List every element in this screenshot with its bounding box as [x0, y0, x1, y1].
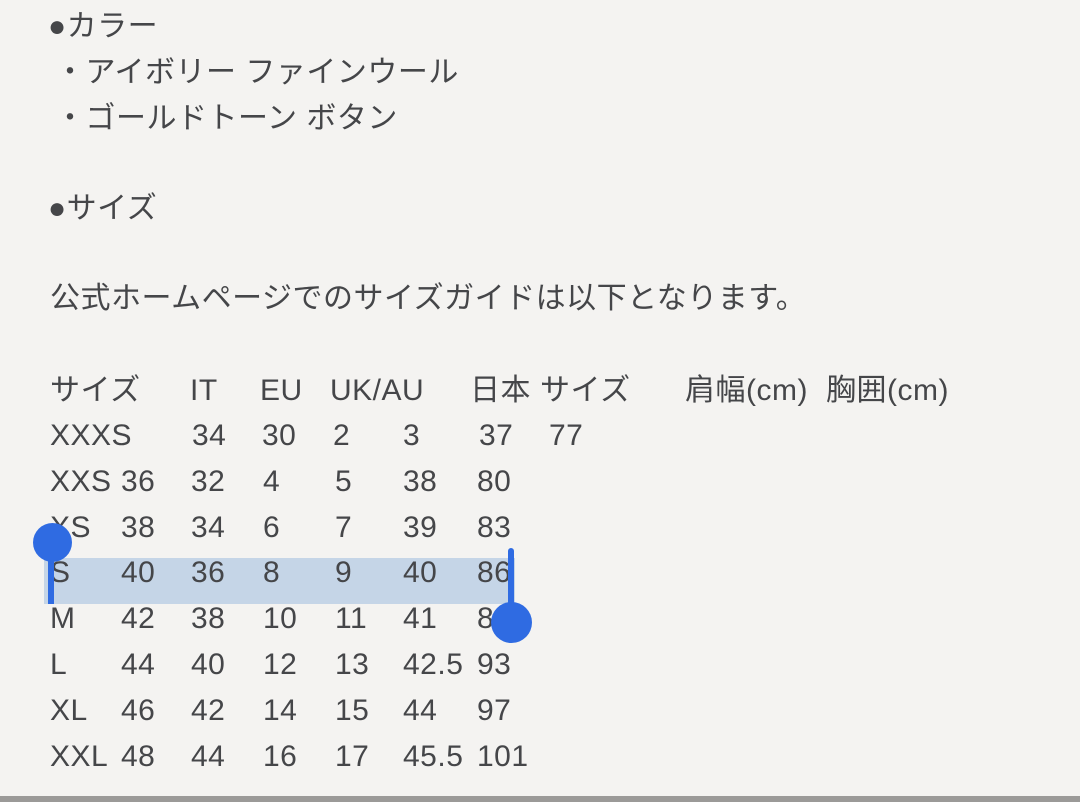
size-table-header-cell: サイズ	[540, 374, 631, 407]
size-table-row-label: S	[50, 556, 71, 589]
size-table-cell: 41	[403, 602, 438, 635]
color-item-ivory: ・アイボリー ファインウール	[55, 56, 459, 89]
size-table-header-cell: EU	[260, 374, 303, 407]
size-table-cell: 38	[191, 602, 226, 635]
size-table-row-label: XL	[50, 694, 88, 727]
size-table-cell: 42	[121, 602, 156, 635]
size-table-cell: 36	[121, 465, 156, 498]
size-table-cell: 83	[477, 511, 512, 544]
page-bottom-divider	[0, 796, 1080, 802]
size-table-cell: 101	[477, 740, 529, 773]
size-table-cell: 14	[263, 694, 298, 727]
size-table-cell: 16	[263, 740, 298, 773]
size-table-cell: 34	[192, 419, 227, 452]
size-table-row-label: XXL	[50, 740, 109, 773]
size-table-cell: 44	[191, 740, 226, 773]
size-table-header-cell: UK/AU	[330, 374, 425, 407]
size-table-cell: 77	[549, 419, 584, 452]
selection-end-caret	[508, 548, 514, 604]
size-table-cell: 44	[403, 694, 438, 727]
size-table-cell: 80	[477, 465, 512, 498]
size-table-header-cell: 日本	[470, 374, 531, 407]
size-table-header-cell: 胸囲(cm)	[826, 374, 949, 407]
size-table-cell: 93	[477, 648, 512, 681]
size-table-cell: 13	[335, 648, 370, 681]
size-guide-intro: 公式ホームページでのサイズガイドは以下となります。	[50, 282, 807, 315]
size-table-cell: 40	[191, 648, 226, 681]
selection-start-handle[interactable]	[33, 523, 72, 562]
size-table-cell: 39	[403, 511, 438, 544]
size-table-cell: 3	[403, 419, 421, 452]
size-table-cell: 6	[263, 511, 281, 544]
size-table-cell: 7	[335, 511, 353, 544]
size-table-cell: 38	[121, 511, 156, 544]
size-table-cell: 97	[477, 694, 512, 727]
color-item-goldtone: ・ゴールドトーン ボタン	[55, 102, 398, 135]
size-table-cell: 86	[477, 556, 512, 589]
color-section-heading: ●カラー	[48, 10, 159, 43]
size-table-cell: 44	[121, 648, 156, 681]
size-section-heading: ●サイズ	[48, 192, 158, 225]
size-table-cell: 4	[263, 465, 281, 498]
size-table-header-cell: サイズ	[50, 374, 141, 407]
size-table-cell: 40	[403, 556, 438, 589]
size-table-cell: 11	[335, 602, 368, 635]
size-table-row-label: XXXS	[50, 419, 133, 452]
size-table-cell: 42	[191, 694, 226, 727]
size-table-cell: 2	[333, 419, 351, 452]
size-table-cell: 42.5	[403, 648, 464, 681]
size-table-cell: 15	[335, 694, 370, 727]
size-table-cell: 36	[191, 556, 226, 589]
size-table-cell: 38	[403, 465, 438, 498]
size-table-cell: 37	[479, 419, 514, 452]
size-table-cell: 10	[263, 602, 298, 635]
size-table-cell: 45.5	[403, 740, 464, 773]
size-table-cell: 34	[191, 511, 226, 544]
size-table-row-label: XXS	[50, 465, 112, 498]
size-table-cell: 9	[335, 556, 353, 589]
size-table-cell: 48	[121, 740, 156, 773]
size-table-cell: 30	[262, 419, 297, 452]
size-table-row-label: L	[50, 648, 68, 681]
size-table-row-label: M	[50, 602, 76, 635]
size-table-cell: 8	[263, 556, 281, 589]
size-table-cell: 40	[121, 556, 156, 589]
size-table-cell: 17	[335, 740, 370, 773]
size-table-cell: 32	[191, 465, 226, 498]
size-table-cell: 5	[335, 465, 353, 498]
size-table-header-cell: IT	[190, 374, 218, 407]
selection-start-caret	[48, 557, 54, 604]
size-table-cell: 46	[121, 694, 156, 727]
text-selection-highlight[interactable]	[44, 558, 515, 604]
selection-end-handle[interactable]	[491, 602, 532, 643]
size-table-header-cell: 肩幅(cm)	[685, 374, 808, 407]
size-table-cell: 12	[263, 648, 298, 681]
